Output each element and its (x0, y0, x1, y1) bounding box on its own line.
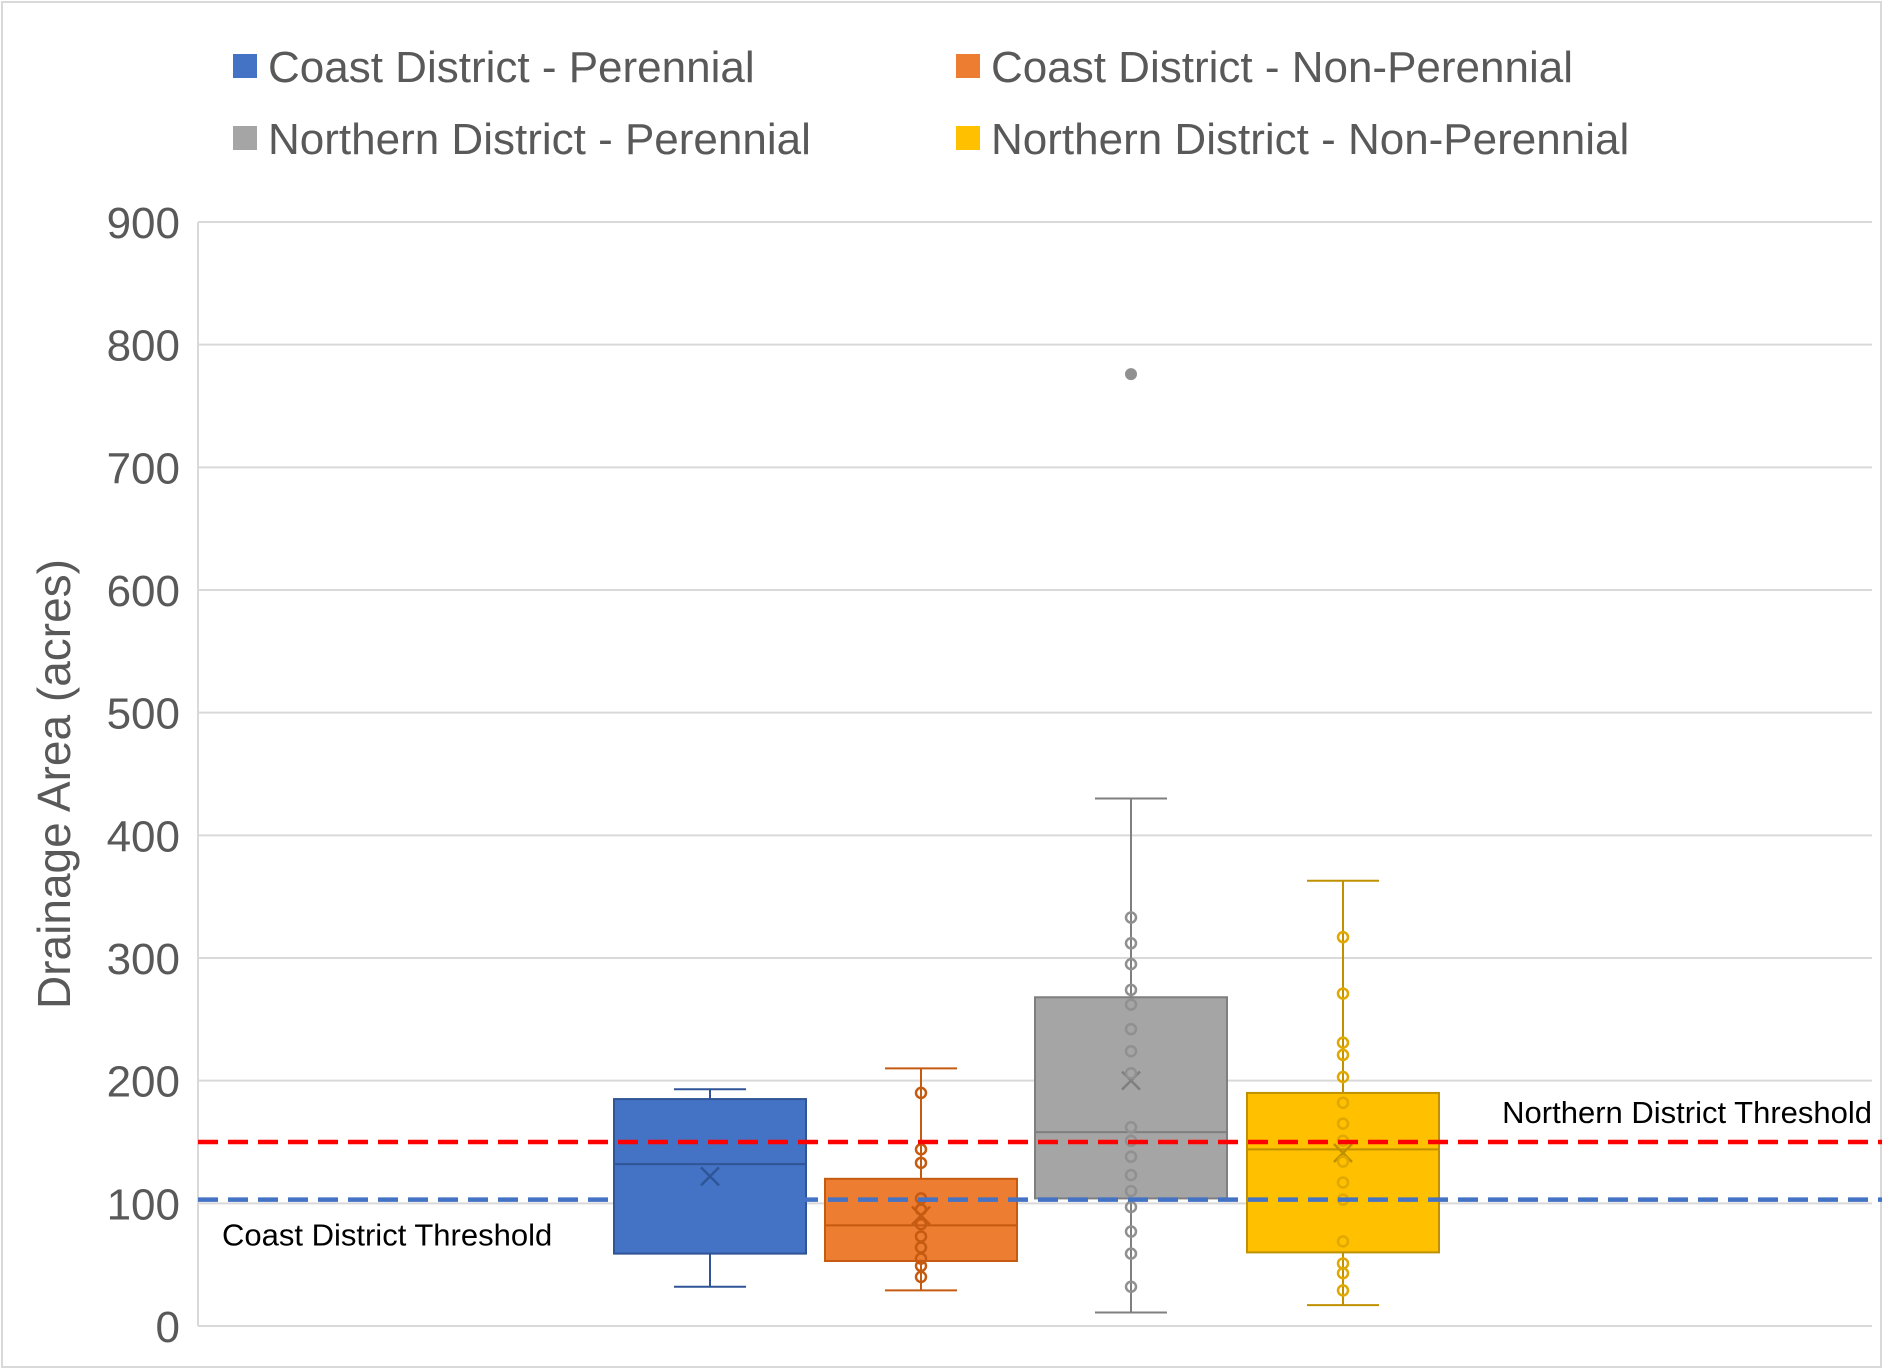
data-point (1124, 911, 1138, 924)
mean-marker (700, 1166, 720, 1187)
data-point (1124, 983, 1138, 997)
data-point (1336, 1235, 1350, 1248)
data-point (914, 1252, 928, 1265)
data-point (1124, 1225, 1138, 1238)
box-3 (1034, 996, 1228, 1200)
legend-label: Coast District - Non-Perennial (991, 43, 1573, 92)
y-tick-label: 0 (156, 1303, 180, 1352)
y-tick-label: 100 (107, 1180, 180, 1229)
data-point (914, 1270, 928, 1284)
threshold-label: Northern District Threshold (1502, 1095, 1872, 1130)
data-point (1124, 1247, 1138, 1260)
data-point (1336, 1284, 1350, 1297)
data-point (1124, 1150, 1138, 1163)
data-point (914, 1217, 928, 1231)
y-tick-label: 700 (107, 444, 180, 493)
data-point (1124, 957, 1138, 971)
data-point (1124, 1200, 1138, 1214)
data-point (914, 1203, 928, 1216)
y-tick-label: 600 (107, 567, 180, 616)
data-point (1124, 1022, 1138, 1036)
data-point (1124, 998, 1138, 1011)
data-point (1124, 1121, 1138, 1134)
data-point (1124, 1044, 1138, 1058)
data-point (1124, 1067, 1138, 1080)
y-tick-label: 500 (107, 690, 180, 739)
data-point (914, 1086, 928, 1100)
data-point (1336, 1117, 1350, 1130)
y-tick-label: 300 (107, 935, 180, 984)
data-point (1336, 987, 1350, 1000)
mean-marker (1333, 1143, 1353, 1163)
data-point (1124, 937, 1138, 950)
legend-swatch (956, 126, 980, 150)
data-point (1124, 1168, 1138, 1182)
data-point (1336, 1267, 1350, 1280)
legend-swatch (233, 54, 257, 78)
legend-label: Coast District - Perennial (268, 43, 755, 92)
data-point (1124, 1280, 1138, 1293)
data-point (1124, 1184, 1138, 1198)
data-point (1336, 1070, 1350, 1084)
threshold-label: Coast District Threshold (222, 1218, 552, 1253)
data-point (914, 1156, 928, 1170)
box-4 (1246, 1091, 1440, 1254)
data-point (1336, 1096, 1350, 1109)
y-tick-label: 400 (107, 812, 180, 861)
y-tick-label: 800 (107, 322, 180, 371)
data-point (914, 1143, 928, 1156)
data-point (1336, 930, 1350, 944)
data-point (1336, 1155, 1350, 1168)
y-tick-label: 900 (107, 199, 180, 248)
data-point (1336, 1048, 1350, 1062)
legend-swatch (233, 126, 257, 150)
y-axis-title: Drainage Area (acres) (28, 559, 80, 1009)
y-tick-label: 200 (107, 1058, 180, 1107)
data-point (1336, 1176, 1350, 1189)
legend-swatch (956, 54, 980, 78)
data-point (1336, 1036, 1350, 1049)
legend-label: Northern District - Non-Perennial (991, 115, 1629, 164)
legend-label: Northern District - Perennial (268, 115, 811, 164)
outlier-point (1125, 368, 1137, 381)
